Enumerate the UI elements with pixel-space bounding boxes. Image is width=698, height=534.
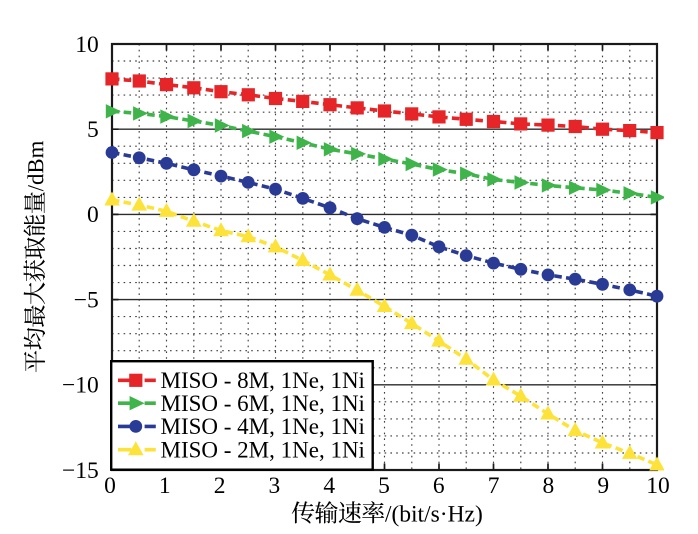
svg-text:MISO - 6M, 1Ne, 1Ni: MISO - 6M, 1Ne, 1Ni bbox=[161, 391, 365, 416]
svg-text:0: 0 bbox=[87, 202, 99, 228]
svg-text:−10: −10 bbox=[62, 373, 99, 399]
svg-text:1: 1 bbox=[159, 473, 171, 499]
svg-text:5: 5 bbox=[378, 473, 390, 499]
svg-text:−15: −15 bbox=[62, 458, 99, 484]
svg-text:10: 10 bbox=[75, 32, 99, 58]
svg-text:MISO - 2M, 1Ne, 1Ni: MISO - 2M, 1Ne, 1Ni bbox=[161, 437, 365, 462]
svg-text:0: 0 bbox=[104, 473, 116, 499]
svg-text:10: 10 bbox=[646, 473, 670, 499]
svg-text:6: 6 bbox=[433, 473, 445, 499]
svg-text:2: 2 bbox=[214, 473, 226, 499]
svg-text:5: 5 bbox=[87, 117, 99, 143]
svg-text:MISO - 4M, 1Ne, 1Ni: MISO - 4M, 1Ne, 1Ni bbox=[161, 414, 365, 439]
svg-text:9: 9 bbox=[597, 473, 609, 499]
svg-text:−5: −5 bbox=[74, 287, 99, 313]
svg-text:MISO - 8M, 1Ne, 1Ni: MISO - 8M, 1Ne, 1Ni bbox=[161, 368, 365, 393]
svg-text:8: 8 bbox=[543, 473, 555, 499]
svg-text:7: 7 bbox=[488, 473, 500, 499]
svg-text:4: 4 bbox=[323, 473, 335, 499]
svg-text:3: 3 bbox=[269, 473, 281, 499]
